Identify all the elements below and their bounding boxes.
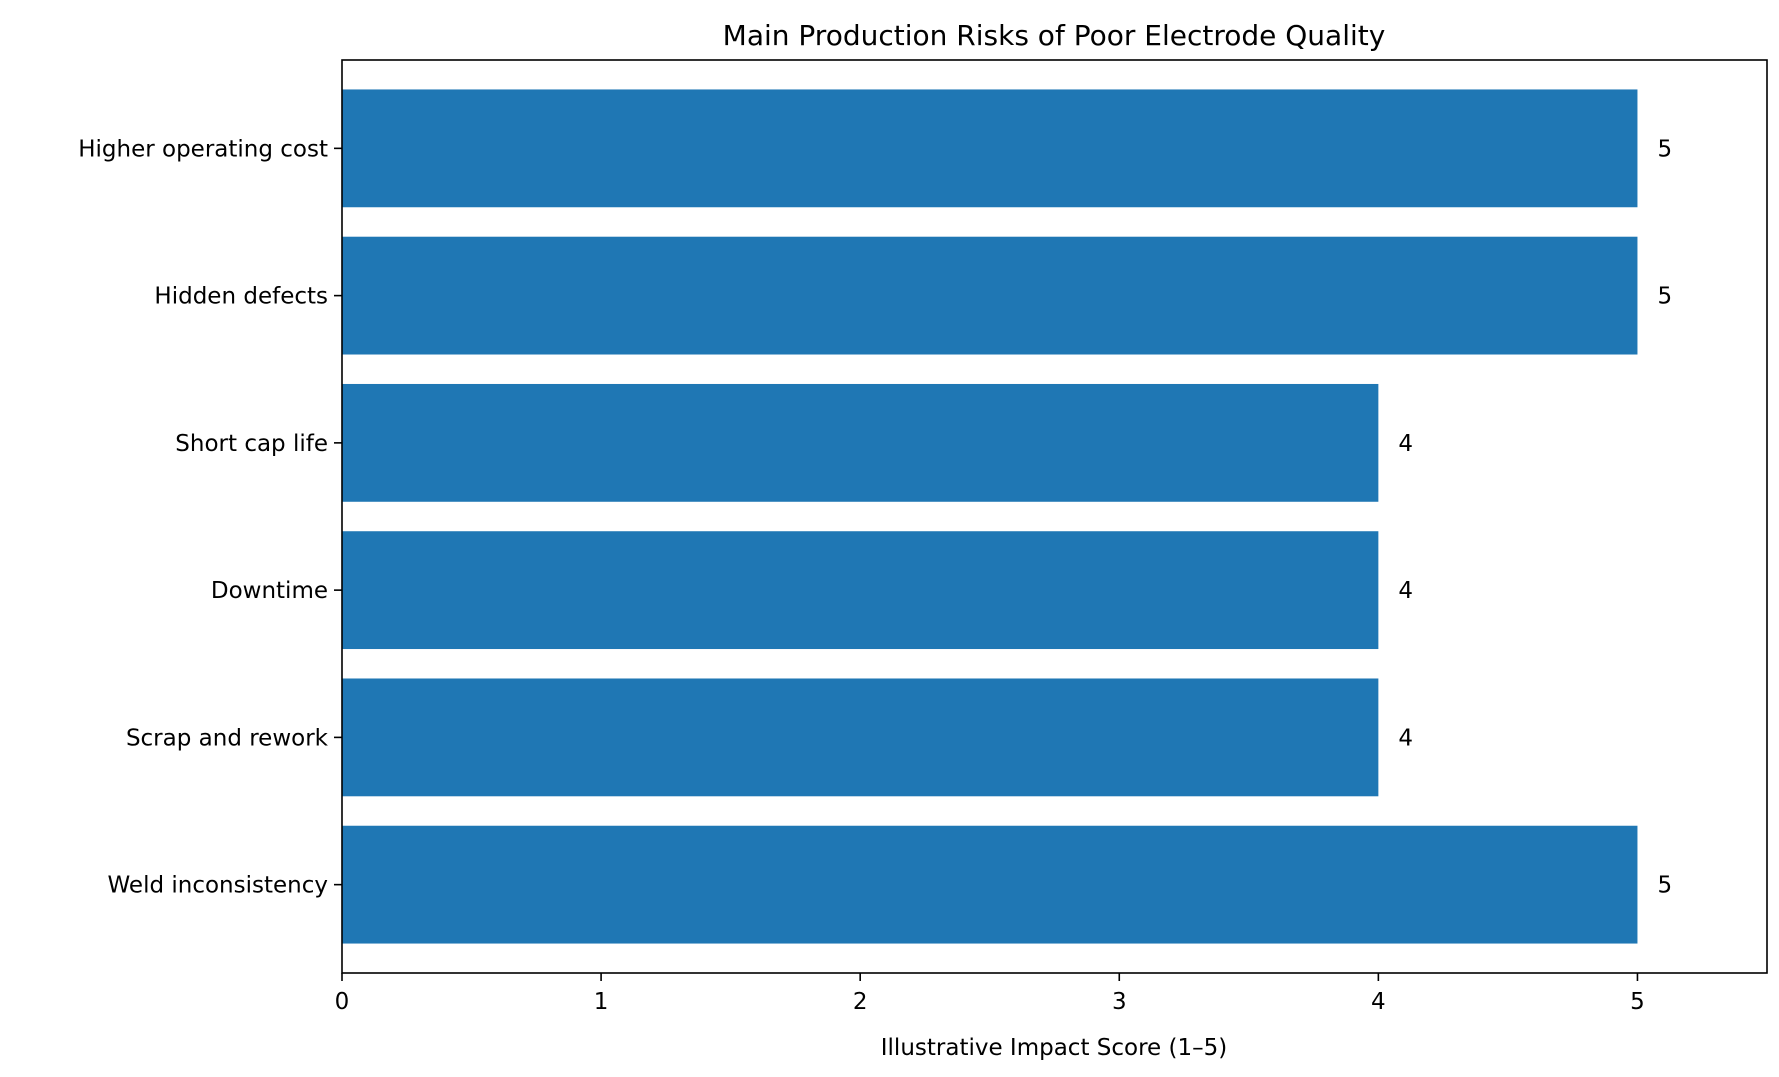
y-tick-label-higher-operating-cost: Higher operating cost [78, 136, 328, 162]
x-tick-label-5: 5 [1630, 989, 1645, 1015]
data-label-downtime: 4 [1398, 578, 1413, 604]
plot-frame [341, 59, 1768, 974]
data-label-hidden-defects: 5 [1657, 284, 1672, 310]
x-tick-label-3: 3 [1112, 989, 1127, 1015]
chart-title: Main Production Risks of Poor Electrode … [723, 19, 1386, 52]
x-tick-label-1: 1 [594, 989, 609, 1015]
y-axis: Weld inconsistency Scrap and rework Downti… [78, 136, 342, 899]
bars-group [342, 89, 1638, 944]
bar-weld-inconsistency [342, 825, 1638, 944]
x-tick-label-4: 4 [1371, 989, 1386, 1015]
data-labels-group: 5 4 4 4 5 5 [1398, 136, 1672, 898]
y-tick-label-weld-inconsistency: Weld inconsistency [108, 873, 328, 899]
x-tick-label-0: 0 [335, 989, 350, 1015]
data-label-higher-operating-cost: 5 [1657, 136, 1672, 162]
y-tick-label-scrap-and-rework: Scrap and rework [126, 725, 329, 751]
y-tick-label-short-cap-life: Short cap life [175, 431, 328, 457]
y-tick-label-downtime: Downtime [211, 578, 328, 604]
bar-downtime [342, 531, 1379, 650]
bar-scrap-and-rework [342, 678, 1379, 797]
bar-hidden-defects [342, 236, 1638, 355]
bar-higher-operating-cost [342, 89, 1638, 208]
x-axis: 0 1 2 3 4 5 [335, 973, 1645, 1015]
bar-short-cap-life [342, 383, 1379, 502]
data-label-scrap-and-rework: 4 [1398, 725, 1413, 751]
data-label-short-cap-life: 4 [1398, 431, 1413, 457]
data-label-weld-inconsistency: 5 [1657, 873, 1672, 899]
x-tick-label-2: 2 [853, 989, 868, 1015]
x-axis-label: Illustrative Impact Score (1–5) [881, 1035, 1227, 1061]
y-tick-label-hidden-defects: Hidden defects [154, 284, 328, 310]
